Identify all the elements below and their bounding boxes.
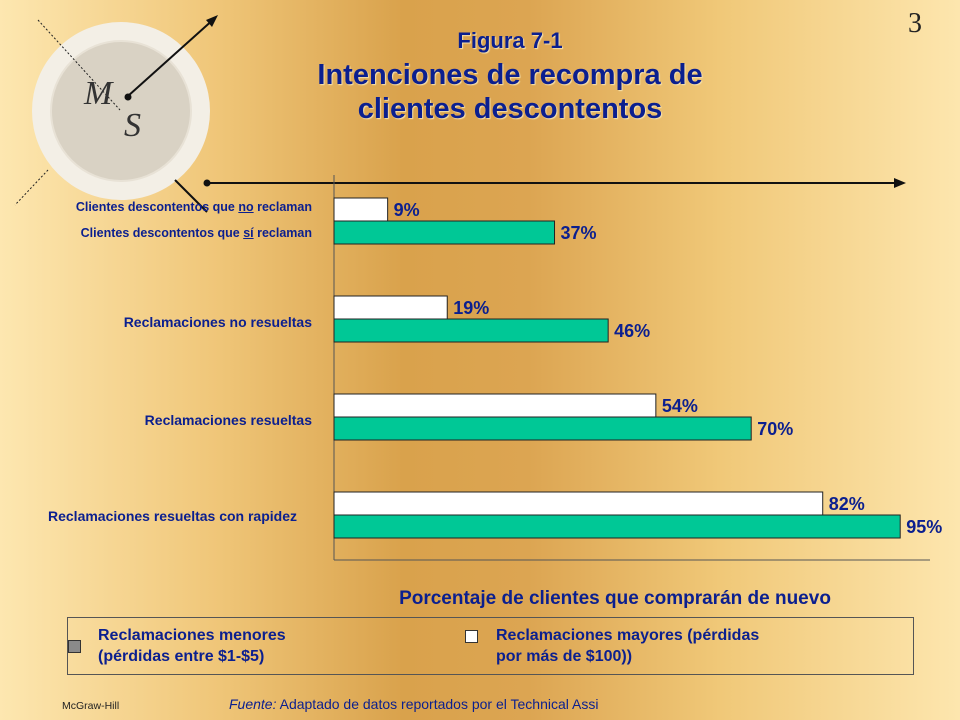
bar-s0-c0 xyxy=(333,197,389,222)
logo-arrow-line xyxy=(127,17,216,97)
legend-swatch-major xyxy=(465,630,478,643)
legend: Reclamaciones menores (pérdidas entre $1… xyxy=(67,617,914,675)
logo-dotted-line-bottom xyxy=(14,169,49,206)
chart-title-line2: clientes descontentos xyxy=(357,93,663,125)
publisher-brand: McGraw-Hill xyxy=(62,700,120,712)
bar-s1-c3 xyxy=(333,514,901,539)
logo-letter-s: S xyxy=(124,107,141,144)
bar-s0-c1 xyxy=(333,295,448,320)
data-label-s0-c0: 9% xyxy=(394,200,420,220)
logo-letter-m: M xyxy=(83,75,114,112)
chart-title-line1: Intenciones de recompra de xyxy=(317,59,703,91)
data-label-s1-c0: 37% xyxy=(561,223,597,243)
bar-s1-c0 xyxy=(333,220,556,245)
top-arrow-dot xyxy=(203,179,211,187)
bar-s1-c1 xyxy=(333,318,609,343)
chart-title: Intenciones de recompra de clientes desc… xyxy=(0,58,960,126)
logo-arrow-head xyxy=(206,15,218,27)
logo-inner-circle xyxy=(50,40,192,182)
data-label-s0-c2: 54% xyxy=(662,396,698,416)
x-axis-label: Porcentaje de clientes que comprarán de … xyxy=(399,588,831,609)
data-label-s1-c1: 46% xyxy=(614,321,650,341)
bar-s0-c3 xyxy=(333,491,824,516)
bar-s0-c2 xyxy=(333,393,657,418)
logo-ms-emblem: M S xyxy=(14,15,218,213)
category-label-resueltas: Reclamaciones resueltas xyxy=(144,412,312,428)
logo-dotted-line-top xyxy=(37,19,121,111)
legend-item-major: Reclamaciones mayores (pérdidas por más … xyxy=(496,627,760,665)
top-arrow-head xyxy=(894,178,906,188)
data-label-s1-c3: 95% xyxy=(906,517,942,537)
data-label-s1-c2: 70% xyxy=(757,419,793,439)
category-label-no-resueltas: Reclamaciones no resueltas xyxy=(123,314,312,330)
bar-s1-c2 xyxy=(333,416,752,441)
category-label-si-reclaman: Clientes descontentos que sí reclaman xyxy=(80,226,312,240)
bars-group: 9% 19% 54% 82% 37% 46% 70% 95% xyxy=(333,197,942,539)
legend-item-minor: Reclamaciones menores (pérdidas entre $1… xyxy=(98,627,286,665)
category-label-no-reclaman: Clientes descontentos que no reclaman xyxy=(75,200,312,214)
legend-swatch-minor xyxy=(68,640,81,653)
logo-dot xyxy=(124,93,132,101)
data-label-s0-c1: 19% xyxy=(453,298,489,318)
data-label-s0-c3: 82% xyxy=(829,494,865,514)
logo-line-bottom xyxy=(174,179,208,213)
source-note: Fuente: Adaptado de datos reportados por… xyxy=(229,696,599,712)
figure-label: Figura 7-1 xyxy=(457,28,563,53)
slide-number: 3 xyxy=(908,8,922,39)
category-label-resueltas-rapidez: Reclamaciones resueltas con rapidez xyxy=(48,508,297,524)
